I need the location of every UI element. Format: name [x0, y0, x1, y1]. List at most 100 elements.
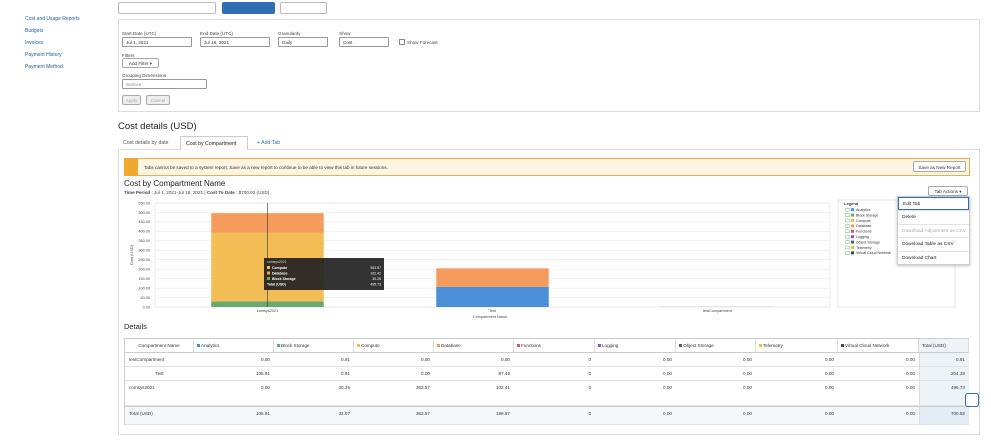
date-input[interactable]: Jul 16, 2021 [200, 37, 270, 47]
menu-item[interactable]: Edit Tab [898, 197, 969, 210]
top-input[interactable] [118, 2, 216, 14]
tab-active[interactable]: Cost by Compartment [180, 136, 248, 150]
sidebar-link[interactable]: Invoices [25, 40, 44, 46]
legend-toggle [844, 224, 851, 228]
legend-title: Legend [844, 201, 859, 206]
header-text: Block Storage [281, 343, 310, 348]
details-title: Details [124, 322, 147, 331]
y-tick-label: 350.00 [138, 239, 150, 243]
filter-panel [118, 19, 980, 112]
scroll-button[interactable] [965, 393, 979, 407]
save-button[interactable]: Save as New Report [913, 161, 966, 172]
y-tick-label: 0.00 [143, 305, 150, 309]
date-input[interactable]: Jul 1, 2021 [122, 37, 192, 47]
top-button[interactable] [222, 2, 275, 14]
cancel-button[interactable]: Cancel [146, 95, 170, 105]
table-cell: 0.00 [595, 353, 676, 367]
header-text: Analytics [201, 343, 220, 348]
table-cell: Test [125, 367, 194, 381]
table-cell: 0 [514, 381, 595, 406]
column-header[interactable]: Compute [354, 339, 434, 353]
header-text: Compute [361, 343, 380, 348]
apply-button[interactable]: Apply [122, 95, 141, 105]
table-cell: 0.00 [194, 353, 274, 367]
label: Time Period [124, 190, 151, 195]
y-tick-label: 250.00 [138, 258, 150, 262]
label: Filters [122, 53, 135, 58]
warning-text: Tabs cannot be saved to a system report.… [144, 165, 388, 170]
column-header[interactable]: Telemetry [756, 339, 838, 353]
y-tick-label: 200.00 [138, 267, 150, 271]
sidebar-link[interactable]: Payment History [25, 52, 62, 58]
column-header[interactable]: Object Storage [676, 339, 756, 353]
top-button[interactable] [280, 2, 327, 14]
sidebar-link[interactable]: Payment Method [25, 64, 63, 70]
legend-label: Telemetry [856, 246, 872, 250]
column-header[interactable]: Virtual Cloud Network [838, 339, 919, 353]
content-panel [118, 149, 980, 435]
column-header[interactable]: Analytics [194, 339, 274, 353]
sidebar [0, 0, 112, 443]
table-cell: 0 [514, 406, 595, 425]
legend-toggle [844, 218, 851, 223]
series-swatch [277, 344, 280, 347]
table-cell: 0.91 [274, 353, 354, 367]
tooltip-value: 363.57 [370, 266, 381, 270]
series-swatch [197, 344, 200, 347]
y-tick-label: 50.00 [140, 296, 150, 300]
series-swatch [437, 344, 440, 347]
tooltip-value: 495.73 [370, 283, 381, 287]
x-tick-label: Test [489, 309, 497, 313]
legend-label: Functions [856, 230, 872, 234]
legend-label: Database [856, 224, 871, 228]
header-text: Total (USD) [922, 343, 946, 348]
bar-segment [436, 268, 549, 287]
column-header[interactable]: Functions [514, 339, 595, 353]
table-cell: 0.00 [194, 381, 274, 406]
menu-item[interactable]: Delete [898, 210, 969, 223]
table-cell: 0.00 [434, 353, 514, 367]
table-cell: 0.91 [919, 353, 969, 367]
tab-actions-button[interactable]: Tab Actions ▾ [928, 186, 968, 196]
tooltip-swatch [267, 277, 270, 280]
table-cell: 0.00 [838, 367, 919, 381]
y-tick-label: 550.00 [138, 201, 150, 205]
legend-toggle [844, 251, 851, 255]
menu-item[interactable]: Download Table as CSV [898, 237, 969, 250]
table-cell: 0.00 [838, 406, 919, 425]
select[interactable]: Cost [339, 37, 389, 47]
table-cell: 0.00 [756, 381, 838, 406]
details-table: Compartment Name testCompartment Test comsy… [124, 338, 969, 425]
header-text: Virtual Cloud Network [845, 343, 890, 348]
sidebar-link[interactable]: Cost and Usage Reports [25, 16, 80, 22]
legend-label: Analytics [856, 208, 871, 212]
table-cell: 0.00 [354, 353, 434, 367]
table-cell: 700.92 [919, 406, 969, 425]
column-header[interactable]: Logging [595, 339, 676, 353]
column-header[interactable]: Compartment Name [125, 339, 194, 353]
sidebar-link[interactable]: Budgets [25, 28, 44, 34]
table-cell: 102.41 [434, 381, 514, 406]
add-filter-button[interactable]: Add Filter ▾ [122, 58, 159, 68]
table-cell: 0.00 [676, 353, 756, 367]
x-tick-label: testCompartment [703, 309, 733, 313]
table-cell: 0.00 [595, 406, 676, 425]
menu-item[interactable]: Download Adjustment as CSV [898, 223, 969, 237]
tooltip-title: comsys2021 [267, 260, 287, 264]
menu-item[interactable]: Download Chart [898, 250, 969, 264]
select[interactable]: Service [122, 79, 207, 89]
add-tab[interactable]: + Add Tab [257, 140, 281, 146]
series-swatch [357, 344, 360, 347]
select[interactable]: Daily [278, 37, 328, 47]
table-cell: 0.00 [838, 381, 919, 406]
table-cell: 0.00 [838, 353, 919, 367]
column-header[interactable]: Block Storage [274, 339, 354, 353]
legend-swatch [851, 219, 854, 222]
series-swatch [517, 344, 520, 347]
checkbox[interactable] [399, 39, 405, 45]
table-cell: 105.91 [194, 367, 274, 381]
column-header[interactable]: Database [434, 339, 514, 353]
legend-swatch [851, 208, 854, 212]
legend-label: Logging [856, 235, 869, 239]
tab[interactable]: Cost details by date [123, 140, 169, 146]
